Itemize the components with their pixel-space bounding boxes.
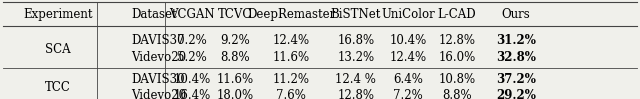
Text: UniColor: UniColor [381,8,435,21]
Text: DAVIS30: DAVIS30 [131,34,185,47]
Text: 12.8%: 12.8% [337,89,374,99]
Text: 10.4%: 10.4% [173,73,211,86]
Text: DeepRemaster: DeepRemaster [247,8,335,21]
Text: 16.0%: 16.0% [438,51,476,64]
Text: 12.8%: 12.8% [438,34,476,47]
Text: L-CAD: L-CAD [438,8,476,21]
Text: 12.4 %: 12.4 % [335,73,376,86]
Text: 12.4%: 12.4% [273,34,310,47]
Text: Ours: Ours [502,8,530,21]
Text: 13.2%: 13.2% [337,51,374,64]
Text: 5.2%: 5.2% [177,51,207,64]
Text: DAVIS30: DAVIS30 [131,73,185,86]
Text: 29.2%: 29.2% [496,89,536,99]
Text: 12.4%: 12.4% [390,51,427,64]
Text: 37.2%: 37.2% [496,73,536,86]
Text: 7.2%: 7.2% [177,34,207,47]
Text: 9.2%: 9.2% [221,34,250,47]
Text: 7.2%: 7.2% [394,89,423,99]
Text: Videvo20: Videvo20 [131,51,186,64]
Text: 6.4%: 6.4% [394,73,423,86]
Text: SCA: SCA [45,42,70,56]
Text: TCVC: TCVC [218,8,253,21]
Text: 10.4%: 10.4% [390,34,427,47]
Text: Dataset: Dataset [131,8,177,21]
Text: Experiment: Experiment [23,8,92,21]
Text: 16.8%: 16.8% [337,34,374,47]
Text: 31.2%: 31.2% [496,34,536,47]
Text: 11.2%: 11.2% [273,73,310,86]
Text: 11.6%: 11.6% [217,73,254,86]
Text: 16.4%: 16.4% [173,89,211,99]
Text: BiSTNet: BiSTNet [331,8,381,21]
Text: 32.8%: 32.8% [496,51,536,64]
Text: Videvo20: Videvo20 [131,89,186,99]
Text: 10.8%: 10.8% [438,73,476,86]
Text: TCC: TCC [45,81,70,94]
Text: 11.6%: 11.6% [273,51,310,64]
Text: VCGAN: VCGAN [169,8,215,21]
Text: 8.8%: 8.8% [442,89,472,99]
Text: 8.8%: 8.8% [221,51,250,64]
Text: 7.6%: 7.6% [276,89,306,99]
Text: 18.0%: 18.0% [217,89,254,99]
